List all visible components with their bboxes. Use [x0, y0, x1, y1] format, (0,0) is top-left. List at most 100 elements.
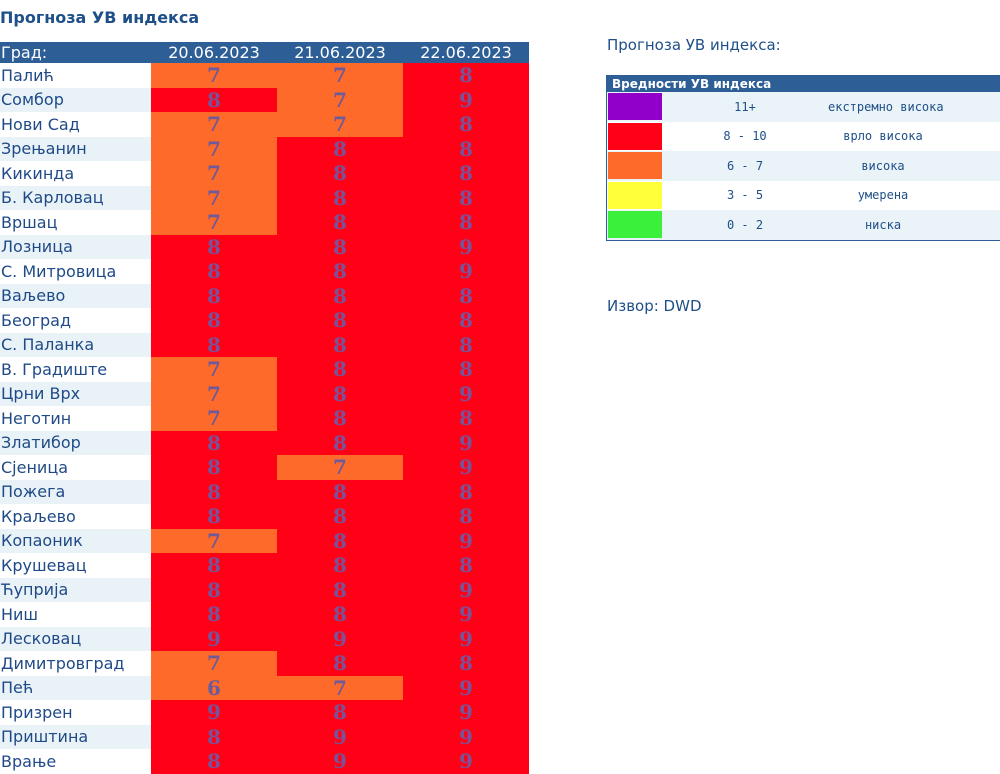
uv-forecast-table: Град: 20.06.2023 21.06.2023 22.06.2023 П…: [0, 42, 529, 774]
uv-value-cell: 8: [277, 234, 403, 259]
legend-range: 6 - 7: [726, 158, 764, 173]
uv-value-cell: 8: [403, 479, 529, 504]
table-row: Зрењанин 7 8 8: [0, 136, 529, 161]
uv-value-cell: 8: [151, 724, 277, 749]
city-name: Димитровград: [0, 651, 151, 676]
uv-value-cell: 9: [151, 626, 277, 651]
uv-value-cell: 8: [277, 332, 403, 357]
table-row: Црни Врх 7 8 9: [0, 381, 529, 406]
uv-value-cell: 8: [151, 479, 277, 504]
legend-header: Вредности УВ индекса: [607, 76, 1000, 92]
uv-value-cell: 7: [277, 112, 403, 137]
uv-value-cell: 6: [151, 675, 277, 700]
city-name: В. Градиште: [0, 357, 151, 382]
city-name: Пожега: [0, 479, 151, 504]
uv-value-cell: 7: [151, 63, 277, 88]
uv-value-cell: 8: [277, 308, 403, 333]
uv-value-cell: 7: [277, 675, 403, 700]
uv-value-cell: 9: [403, 675, 529, 700]
uv-value-cell: 8: [277, 136, 403, 161]
table-row: Ћуприја 8 8 9: [0, 577, 529, 602]
uv-value-cell: 9: [403, 234, 529, 259]
city-name: Лозница: [0, 234, 151, 259]
legend-row: 11+ екстремно висока: [607, 92, 1000, 122]
uv-value-cell: 8: [151, 455, 277, 480]
city-name: Златибор: [0, 430, 151, 455]
uv-value-cell: 9: [403, 381, 529, 406]
uv-value-cell: 8: [277, 504, 403, 529]
uv-value-cell: 7: [151, 185, 277, 210]
uv-value-cell: 7: [151, 161, 277, 186]
legend-range: 8 - 10: [723, 129, 767, 144]
uv-value-cell: 9: [403, 259, 529, 284]
legend-label: висока: [861, 158, 905, 173]
legend-color-swatch: [608, 211, 662, 239]
uv-value-cell: 8: [403, 185, 529, 210]
uv-value-cell: 9: [151, 700, 277, 725]
city-name: Зрењанин: [0, 136, 151, 161]
uv-value-cell: 8: [151, 259, 277, 284]
city-name: Црни Врх: [0, 381, 151, 406]
uv-value-cell: 9: [403, 430, 529, 455]
uv-value-cell: 7: [151, 112, 277, 137]
city-name: Ћуприја: [0, 577, 151, 602]
uv-value-cell: 8: [403, 357, 529, 382]
uv-value-cell: 8: [277, 185, 403, 210]
table-row: Призрен 9 8 9: [0, 700, 529, 725]
legend-row: 3 - 5 умерена: [607, 181, 1000, 211]
table-row: Лозница 8 8 9: [0, 234, 529, 259]
table-row: Вршац 7 8 8: [0, 210, 529, 235]
legend-range: 11+: [734, 99, 756, 114]
city-name: Неготин: [0, 406, 151, 431]
city-name: С. Паланка: [0, 332, 151, 357]
uv-value-cell: 7: [151, 381, 277, 406]
city-name: Копаоник: [0, 528, 151, 553]
date-column-header: 20.06.2023: [151, 42, 277, 63]
uv-value-cell: 8: [151, 430, 277, 455]
uv-value-cell: 8: [151, 577, 277, 602]
city-name: Сомбор: [0, 87, 151, 112]
uv-value-cell: 9: [403, 749, 529, 774]
table-row: Сјеница 8 7 9: [0, 455, 529, 480]
uv-value-cell: 8: [277, 602, 403, 627]
city-name: Сјеница: [0, 455, 151, 480]
uv-value-cell: 8: [403, 651, 529, 676]
city-name: Ниш: [0, 602, 151, 627]
uv-value-cell: 8: [151, 87, 277, 112]
city-column-header: Град:: [0, 42, 151, 63]
uv-value-cell: 8: [277, 651, 403, 676]
uv-value-cell: 8: [151, 234, 277, 259]
uv-value-cell: 8: [277, 161, 403, 186]
uv-value-cell: 8: [151, 308, 277, 333]
uv-value-cell: 9: [403, 602, 529, 627]
uv-value-cell: 8: [277, 479, 403, 504]
uv-value-cell: 8: [277, 430, 403, 455]
uv-value-cell: 7: [151, 651, 277, 676]
uv-value-cell: 8: [403, 210, 529, 235]
legend-row: 8 - 10 врло висока: [607, 122, 1000, 152]
city-name: Приштина: [0, 724, 151, 749]
table-row: Ваљево 8 8 8: [0, 283, 529, 308]
table-row: Лесковац 9 9 9: [0, 626, 529, 651]
table-row: С. Митровица 8 8 9: [0, 259, 529, 284]
uv-value-cell: 7: [151, 210, 277, 235]
city-name: Вршац: [0, 210, 151, 235]
uv-value-cell: 8: [151, 504, 277, 529]
uv-value-cell: 8: [403, 112, 529, 137]
uv-value-cell: 8: [151, 332, 277, 357]
uv-value-cell: 7: [151, 357, 277, 382]
uv-value-cell: 8: [277, 259, 403, 284]
legend-color-swatch: [608, 122, 662, 150]
uv-value-cell: 9: [403, 455, 529, 480]
city-name: Крушевац: [0, 553, 151, 578]
uv-value-cell: 7: [277, 63, 403, 88]
forecast-subtitle: Прогноза УВ индекса:: [607, 36, 781, 54]
table-row: Димитровград 7 8 8: [0, 651, 529, 676]
city-name: Врање: [0, 749, 151, 774]
uv-value-cell: 9: [403, 700, 529, 725]
uv-value-cell: 9: [403, 87, 529, 112]
uv-value-cell: 8: [277, 381, 403, 406]
uv-value-cell: 9: [403, 626, 529, 651]
uv-value-cell: 8: [277, 210, 403, 235]
city-name: Београд: [0, 308, 151, 333]
